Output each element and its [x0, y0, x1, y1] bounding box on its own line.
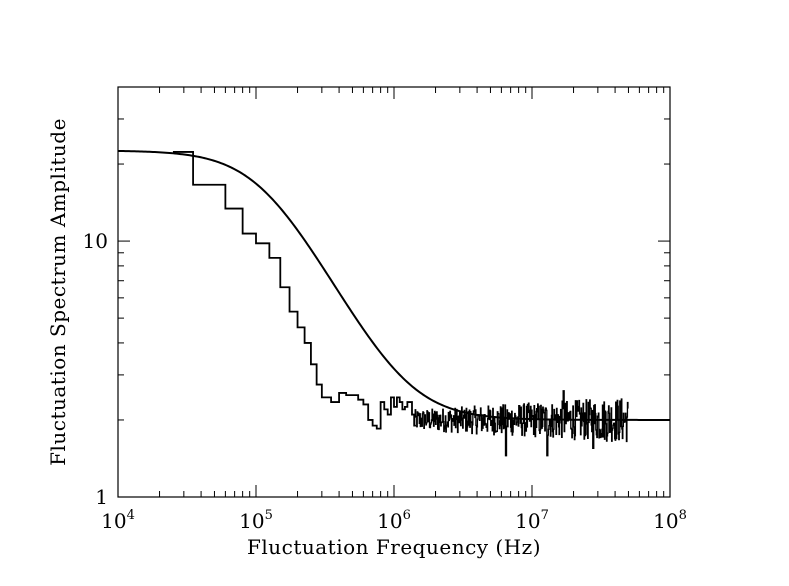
tick-labels: 104 105 106 107 108 1 10: [83, 229, 687, 533]
y-axis-label: Fluctuation Spectrum Amplitude: [46, 118, 70, 466]
y-tick-label: 1: [95, 485, 108, 509]
x-tick-label: 108: [653, 508, 687, 533]
fit-curve-series: [117, 149, 670, 421]
x-axis-label: Fluctuation Frequency (Hz): [247, 535, 541, 559]
binned-spectrum-series: [172, 151, 416, 430]
x-tick-label: 105: [239, 508, 273, 533]
x-tick-label: 104: [101, 508, 135, 533]
y-tick-label: 10: [83, 229, 108, 253]
tick-marks: [117, 86, 671, 498]
high-frequency-spectrum-series: [413, 390, 629, 457]
x-tick-label: 106: [377, 508, 411, 533]
x-tick-label: 107: [515, 508, 549, 533]
